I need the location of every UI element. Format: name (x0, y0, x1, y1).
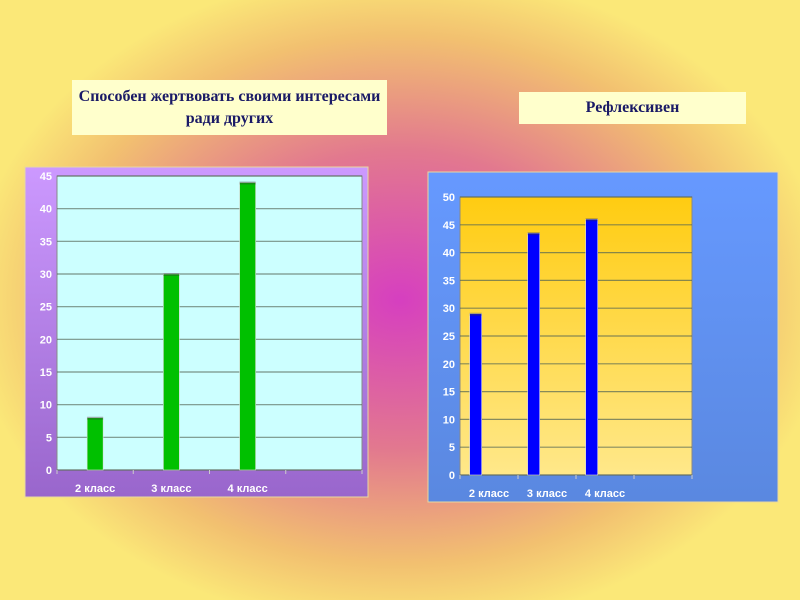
x-tick-label: 2 класс (469, 488, 509, 500)
y-tick-label: 0 (46, 465, 52, 477)
y-tick-label: 45 (443, 220, 455, 232)
x-tick-label: 2 класс (75, 483, 115, 495)
bar-3-класс (527, 232, 540, 476)
y-tick-label: 35 (443, 275, 455, 287)
bar-3-класс (163, 273, 180, 471)
y-tick-label: 20 (40, 334, 52, 346)
bar-cap (239, 181, 256, 185)
plot-area (56, 175, 363, 471)
x-tick-label: 3 класс (527, 488, 567, 500)
bar-2-класс (469, 313, 482, 476)
x-tick-label: 4 класс (585, 488, 625, 500)
bar-4-класс (239, 182, 256, 471)
y-tick-label: 10 (40, 400, 52, 412)
chart-title-right: Рефлексивен (519, 92, 746, 124)
y-tick-label: 25 (443, 331, 455, 343)
y-tick-label: 15 (40, 367, 52, 379)
y-tick-label: 15 (443, 387, 455, 399)
y-tick-label: 50 (443, 192, 455, 204)
chart-title-left: Способен жертвовать своими интересами ра… (72, 80, 387, 135)
bar-cap (163, 273, 180, 276)
bar-cap (585, 218, 598, 222)
y-tick-label: 0 (449, 470, 455, 482)
x-tick-label: 4 класс (228, 483, 268, 495)
y-tick-label: 30 (40, 269, 52, 281)
y-tick-label: 5 (449, 442, 455, 454)
y-tick-label: 40 (40, 204, 52, 216)
y-tick-label: 5 (46, 432, 52, 444)
y-tick-label: 30 (443, 303, 455, 315)
y-tick-label: 10 (443, 414, 455, 426)
bar-2-класс (86, 417, 104, 471)
y-tick-label: 35 (40, 236, 52, 248)
x-tick-label: 3 класс (151, 483, 191, 495)
y-tick-label: 45 (40, 171, 52, 183)
bar-cap (87, 416, 104, 420)
bar-cap (469, 312, 482, 316)
y-tick-label: 40 (443, 248, 455, 260)
bar-4-класс (585, 218, 598, 476)
y-tick-label: 20 (443, 359, 455, 371)
bar-cap (527, 232, 540, 236)
y-tick-label: 25 (40, 302, 52, 314)
